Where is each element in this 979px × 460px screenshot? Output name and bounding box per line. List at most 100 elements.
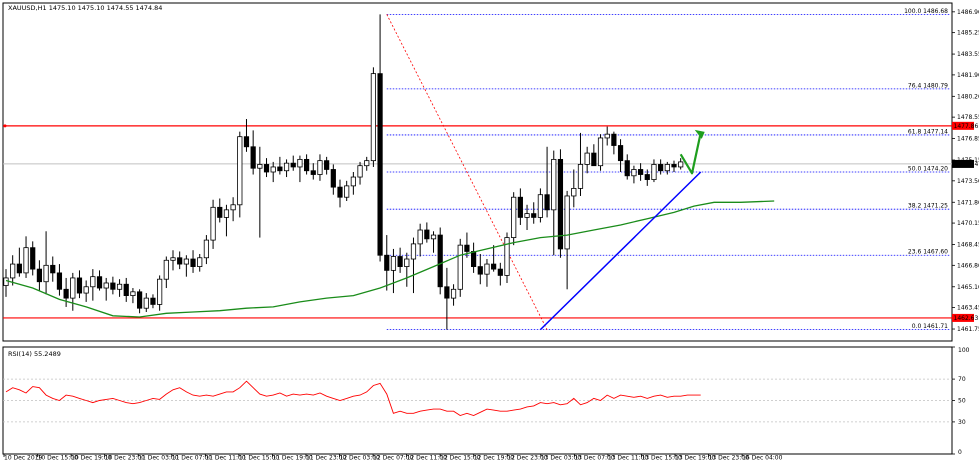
candle-body — [504, 237, 510, 276]
candle — [116, 279, 123, 297]
candle — [631, 165, 637, 184]
price-tick-label: 1461.75 — [957, 326, 979, 333]
price-tick-label: 1485.25 — [957, 30, 979, 37]
candle-body — [404, 258, 410, 267]
candle-body — [150, 297, 156, 305]
price-tick-label: 1463.45 — [957, 305, 979, 312]
candle — [310, 163, 316, 180]
candle — [658, 159, 664, 175]
candle — [337, 179, 343, 208]
candle-body — [10, 263, 16, 279]
forecast-arrow-head — [694, 129, 705, 139]
fib-level-label: 76.4 1480.79 — [908, 82, 948, 89]
candle — [143, 293, 149, 312]
time-tick-label: 11 Dec 15:00 — [239, 455, 280, 460]
price-tick-label: 1480.20 — [957, 93, 979, 100]
candle — [210, 199, 216, 249]
candle — [136, 289, 143, 314]
candle — [664, 161, 670, 175]
support-trendline — [539, 171, 702, 331]
fib-level-label: 61.8 1477.14 — [908, 128, 948, 135]
candle — [10, 255, 16, 286]
rsi-panel-frame — [2, 346, 953, 455]
candle — [223, 204, 230, 237]
candle-body — [237, 136, 243, 206]
candle — [544, 146, 550, 218]
candle — [531, 202, 537, 224]
candle-body — [491, 263, 497, 270]
candle — [110, 276, 116, 295]
candle-body — [16, 263, 22, 274]
candle-body — [217, 206, 223, 218]
chart-axes: 1486.90 1485.25 1483.55 1481.90 1480.20 1478.… — [3, 9, 979, 460]
time-tick-label: 13 Dec 23:00 — [709, 455, 750, 460]
candle-body — [437, 234, 443, 288]
chart-overlays — [5, 129, 775, 331]
price-tick-label: 1476.85 — [957, 136, 979, 143]
candle — [624, 154, 630, 180]
candle — [243, 119, 250, 152]
resistance-tag — [952, 121, 974, 130]
candle-body — [270, 166, 276, 173]
rsi-tick-label: 50 — [958, 398, 966, 405]
candle — [644, 169, 650, 186]
candle-body — [43, 264, 49, 283]
candle-body — [297, 158, 303, 168]
candle-body — [664, 164, 670, 172]
candle-body — [90, 276, 96, 288]
candle-body — [183, 258, 189, 265]
candle-body — [537, 194, 544, 218]
candle-body — [257, 164, 263, 169]
candle — [63, 277, 69, 307]
candle — [297, 155, 303, 183]
candle — [584, 146, 590, 174]
candle — [324, 156, 330, 175]
candle — [217, 198, 223, 223]
candle-body — [36, 268, 43, 283]
candle — [537, 188, 544, 223]
candle-body — [638, 169, 644, 175]
rsi-tick-label: 70 — [958, 376, 966, 383]
candle — [190, 250, 196, 273]
candle — [504, 232, 510, 283]
candle — [430, 231, 437, 253]
candle-body — [110, 282, 116, 290]
rsi-tick-label: 30 — [958, 419, 966, 426]
candle-body — [83, 286, 89, 294]
candle-body — [170, 257, 176, 261]
rsi-label: RSI(14) 55.2489 — [8, 350, 61, 358]
candle-body — [223, 209, 230, 218]
price-tick-label: 1483.55 — [957, 51, 979, 58]
candle-body — [103, 282, 109, 289]
candle-body — [671, 164, 677, 168]
candle-body — [564, 195, 570, 250]
candle-body — [417, 229, 423, 245]
candle-body — [357, 165, 363, 178]
candle-body — [444, 286, 450, 299]
candle-body — [397, 256, 403, 267]
candle — [551, 150, 557, 256]
candle-body — [277, 166, 283, 172]
candle — [577, 132, 584, 196]
candle-body — [50, 264, 56, 274]
candle — [444, 267, 450, 330]
candle — [76, 270, 83, 299]
candle-body — [143, 297, 149, 309]
candle-body — [203, 239, 209, 259]
candle — [70, 272, 76, 311]
time-tick-label: 10 Dec 23:00 — [105, 455, 146, 460]
candle-body — [324, 160, 330, 170]
price-tick-label: 1468.45 — [957, 242, 979, 249]
candle — [36, 260, 43, 291]
candle-body — [290, 162, 296, 168]
moving-average-line — [5, 200, 775, 318]
time-tick-label: 12 Dec 03:00 — [340, 455, 381, 460]
fib-level-label: 50.0 1474.20 — [908, 166, 948, 173]
candle — [230, 197, 236, 222]
time-tick-label: 13 Dec 03:00 — [541, 455, 582, 460]
time-tick-label: 11 Dec 19:00 — [272, 455, 313, 460]
candlestick-series — [3, 14, 684, 330]
candle — [257, 146, 263, 238]
candle-body — [157, 278, 163, 305]
candle — [96, 270, 103, 291]
